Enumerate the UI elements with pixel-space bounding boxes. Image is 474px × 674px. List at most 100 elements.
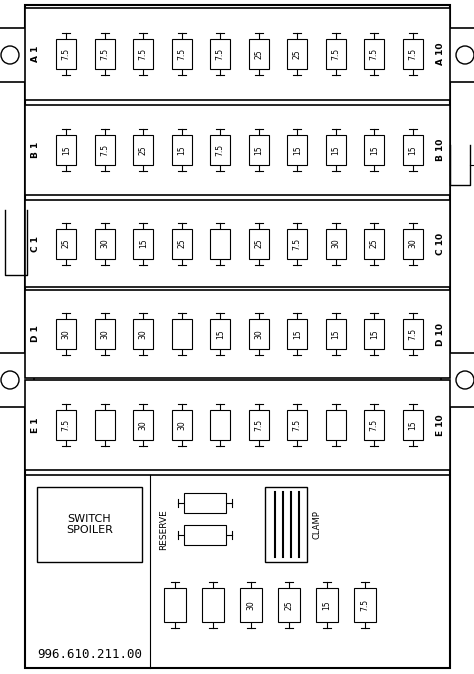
- Bar: [172, 39, 192, 69]
- Bar: [287, 228, 307, 259]
- Bar: [202, 588, 224, 622]
- Text: 7.5: 7.5: [408, 328, 417, 340]
- Text: B 1: B 1: [31, 142, 40, 158]
- Text: 15: 15: [408, 145, 417, 155]
- Text: 30: 30: [139, 420, 148, 430]
- Text: 996.610.211.00: 996.610.211.00: [37, 648, 142, 661]
- FancyBboxPatch shape: [0, 28, 34, 82]
- Bar: [287, 39, 307, 69]
- Bar: [403, 135, 423, 165]
- Bar: [172, 228, 192, 259]
- Text: A 10: A 10: [437, 42, 446, 65]
- Bar: [95, 228, 115, 259]
- Bar: [316, 588, 338, 622]
- FancyBboxPatch shape: [441, 28, 474, 82]
- Text: E 1: E 1: [31, 417, 40, 433]
- Text: 30: 30: [100, 329, 109, 339]
- Bar: [403, 319, 423, 349]
- Bar: [172, 135, 192, 165]
- Circle shape: [1, 371, 19, 389]
- Text: 7.5: 7.5: [216, 48, 225, 60]
- Bar: [249, 135, 269, 165]
- Text: 25: 25: [177, 239, 186, 248]
- Bar: [56, 319, 76, 349]
- Bar: [210, 410, 230, 440]
- Bar: [210, 135, 230, 165]
- Text: C 10: C 10: [437, 233, 446, 255]
- Bar: [25, 8, 450, 100]
- Bar: [37, 487, 142, 562]
- Bar: [56, 39, 76, 69]
- Text: 15: 15: [370, 145, 379, 155]
- Bar: [249, 39, 269, 69]
- Text: 15: 15: [322, 600, 331, 610]
- Text: 7.5: 7.5: [139, 48, 148, 60]
- Bar: [210, 228, 230, 259]
- Bar: [240, 588, 262, 622]
- Text: 30: 30: [408, 239, 417, 249]
- Text: E 10: E 10: [437, 415, 446, 436]
- Text: 15: 15: [293, 329, 302, 339]
- Text: 25: 25: [139, 145, 148, 155]
- Text: 25: 25: [284, 600, 293, 610]
- FancyBboxPatch shape: [441, 353, 474, 407]
- Bar: [287, 135, 307, 165]
- Text: 15: 15: [331, 329, 340, 339]
- Bar: [287, 410, 307, 440]
- Bar: [184, 525, 226, 545]
- Text: 7.5: 7.5: [293, 237, 302, 249]
- Bar: [95, 39, 115, 69]
- Bar: [403, 228, 423, 259]
- Bar: [326, 410, 346, 440]
- Bar: [25, 200, 450, 287]
- Text: 7.5: 7.5: [370, 48, 379, 60]
- Bar: [56, 135, 76, 165]
- Text: 15: 15: [216, 329, 225, 339]
- Bar: [364, 135, 384, 165]
- Text: 7.5: 7.5: [216, 144, 225, 156]
- Text: 30: 30: [62, 329, 71, 339]
- Text: 7.5: 7.5: [100, 48, 109, 60]
- Bar: [287, 319, 307, 349]
- Bar: [133, 39, 153, 69]
- Bar: [326, 228, 346, 259]
- Text: C 1: C 1: [31, 235, 40, 251]
- Text: 25: 25: [370, 239, 379, 248]
- FancyBboxPatch shape: [0, 353, 34, 407]
- Bar: [25, 105, 450, 195]
- Bar: [25, 380, 450, 470]
- Text: 7.5: 7.5: [293, 419, 302, 431]
- Bar: [210, 39, 230, 69]
- Bar: [25, 5, 450, 668]
- Text: 15: 15: [177, 145, 186, 155]
- Text: CLAMP: CLAMP: [312, 510, 321, 539]
- Bar: [164, 588, 186, 622]
- Bar: [364, 39, 384, 69]
- Bar: [278, 588, 300, 622]
- Bar: [172, 319, 192, 349]
- Bar: [249, 319, 269, 349]
- Bar: [326, 39, 346, 69]
- Text: 7.5: 7.5: [408, 48, 417, 60]
- Bar: [364, 319, 384, 349]
- Text: 7.5: 7.5: [361, 599, 370, 611]
- Text: 7.5: 7.5: [177, 48, 186, 60]
- Bar: [56, 228, 76, 259]
- Text: 15: 15: [408, 420, 417, 430]
- Bar: [249, 228, 269, 259]
- Bar: [184, 493, 226, 513]
- Bar: [95, 319, 115, 349]
- Text: 15: 15: [293, 145, 302, 155]
- Bar: [95, 135, 115, 165]
- Text: 15: 15: [62, 145, 71, 155]
- Text: 25: 25: [254, 239, 263, 248]
- Text: 7.5: 7.5: [62, 419, 71, 431]
- Bar: [403, 39, 423, 69]
- Bar: [133, 410, 153, 440]
- Text: 30: 30: [100, 239, 109, 249]
- Bar: [326, 319, 346, 349]
- Bar: [354, 588, 376, 622]
- Text: 15: 15: [254, 145, 263, 155]
- Text: 25: 25: [62, 239, 71, 248]
- Text: D 10: D 10: [437, 322, 446, 346]
